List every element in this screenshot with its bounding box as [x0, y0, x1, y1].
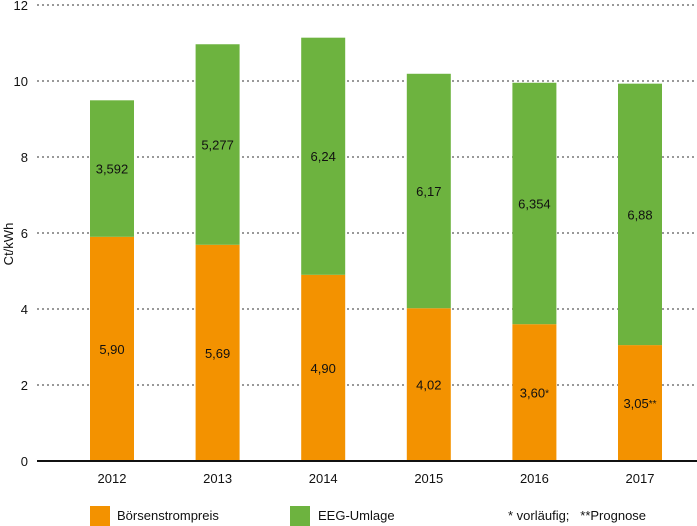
y-tick-labels: 0 2 4 6 8 10 12	[14, 0, 28, 469]
data-label-boersenstrompreis-2015: 4,02	[416, 378, 441, 393]
footnote: * vorläufig; **Prognose	[508, 508, 646, 523]
x-tick-label-2012: 2012	[98, 471, 127, 486]
data-label-eeg-umlage-2013: 5,277	[201, 138, 234, 153]
bar-eeg-umlage-2013	[195, 44, 240, 245]
legend-swatch-boersenstrompreis	[90, 506, 110, 526]
y-tick-label-12: 12	[14, 0, 28, 13]
y-tick-label-6: 6	[21, 226, 28, 241]
x-tick-label-2013: 2013	[203, 471, 232, 486]
bars	[90, 37, 662, 461]
legend: Börsenstrompreis EEG-Umlage * vorläufig;…	[90, 506, 646, 526]
x-tick-label-2015: 2015	[414, 471, 443, 486]
y-tick-label-10: 10	[14, 74, 28, 89]
bar-boersenstrompreis-2012	[90, 236, 134, 461]
data-label-boersenstrompreis-2016: 3,60*	[520, 386, 549, 401]
legend-label-boersenstrompreis: Börsenstrompreis	[117, 508, 219, 523]
data-label-boersenstrompreis-2013: 5,69	[205, 346, 230, 361]
data-label-eeg-umlage-2015: 6,17	[416, 184, 441, 199]
legend-label-eeg-umlage: EEG-Umlage	[318, 508, 395, 523]
data-labels: 5,90 3,592 5,69 5,277 4,90 6,24 4,02 6,17 3,60* 6…	[96, 138, 657, 412]
y-tick-label-4: 4	[21, 302, 28, 317]
data-label-eeg-umlage-2012: 3,592	[96, 162, 129, 177]
bar-eeg-umlage-2012	[90, 100, 134, 237]
bar-eeg-umlage-2016	[512, 82, 557, 325]
gridlines	[37, 4, 697, 386]
data-label-eeg-umlage-2016: 6,354	[518, 196, 551, 211]
y-tick-label-0: 0	[21, 454, 28, 469]
bar-boersenstrompreis-2015	[406, 308, 451, 461]
data-label-boersenstrompreis-2017: 3,05**	[623, 396, 656, 411]
legend-swatch-eeg-umlage	[290, 506, 310, 526]
data-label-eeg-umlage-2014: 6,24	[311, 149, 336, 164]
y-axis-title: Ct/kWh	[1, 223, 16, 266]
x-tick-label-2017: 2017	[626, 471, 655, 486]
x-tick-labels: 2012 2013 2014 2015 2016 2017	[98, 471, 655, 486]
data-label-eeg-umlage-2017: 6,88	[627, 207, 652, 222]
y-tick-label-2: 2	[21, 378, 28, 393]
x-tick-label-2016: 2016	[520, 471, 549, 486]
bar-boersenstrompreis-2014	[301, 274, 346, 461]
data-label-boersenstrompreis-2012: 5,90	[99, 342, 124, 357]
bar-boersenstrompreis-2013	[195, 244, 240, 461]
bar-eeg-umlage-2014	[301, 37, 346, 275]
bar-eeg-umlage-2017	[618, 83, 662, 346]
bar-boersenstrompreis-2017	[618, 345, 662, 461]
bar-eeg-umlage-2015	[406, 73, 451, 309]
data-label-boersenstrompreis-2014: 4,90	[311, 361, 336, 376]
y-tick-label-8: 8	[21, 150, 28, 165]
bar-boersenstrompreis-2016	[512, 324, 557, 461]
x-tick-label-2014: 2014	[309, 471, 338, 486]
